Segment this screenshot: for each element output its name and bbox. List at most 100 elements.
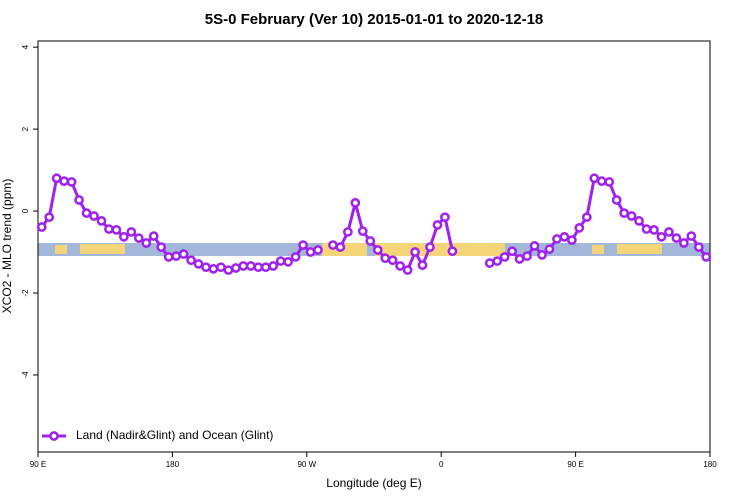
data-point — [432, 220, 443, 230]
data-point — [596, 176, 607, 186]
data-point — [372, 245, 383, 255]
y-tick-label: 0 — [21, 208, 30, 213]
x-tick-label: 0 — [439, 460, 444, 469]
data-point — [507, 246, 517, 257]
land-patch — [80, 244, 125, 254]
data-point — [89, 211, 99, 221]
data-point — [223, 265, 234, 275]
data-point — [604, 177, 615, 187]
data-point — [514, 254, 525, 264]
legend-marker — [49, 431, 59, 441]
data-point — [335, 242, 346, 252]
data-point — [357, 226, 368, 236]
data-point — [119, 232, 129, 242]
data-point — [641, 224, 652, 234]
land-patch — [55, 245, 67, 254]
data-point — [193, 259, 204, 269]
data-point — [395, 261, 405, 271]
data-point — [679, 238, 689, 248]
data-point — [298, 240, 308, 250]
data-point — [283, 257, 293, 267]
legend-label: Land (Nadir&Glint) and Ocean (Glint) — [76, 428, 273, 442]
data-point — [208, 263, 219, 274]
x-tick-label: 180 — [703, 460, 717, 469]
data-point — [671, 233, 682, 243]
data-point — [343, 227, 353, 237]
data-point — [611, 195, 622, 205]
data-point — [231, 263, 241, 273]
data-point — [51, 173, 62, 184]
data-point — [417, 260, 428, 270]
y-tick-label: -2 — [21, 289, 30, 297]
data-point — [156, 242, 167, 252]
data-point — [96, 216, 107, 226]
land-patch — [375, 243, 505, 256]
land-patch — [617, 244, 662, 254]
data-point — [328, 240, 338, 250]
x-tick-label: 90 E — [30, 460, 46, 469]
data-point — [260, 262, 271, 273]
x-tick-label: 90 W — [297, 460, 316, 469]
chart-title: 5S-0 February (Ver 10) 2015-01-01 to 202… — [205, 11, 544, 28]
data-point — [275, 256, 286, 266]
data-point — [186, 255, 196, 266]
data-point — [626, 211, 637, 221]
data-point — [686, 231, 697, 241]
data-point — [126, 227, 137, 237]
data-point — [44, 212, 55, 223]
data-point — [81, 208, 92, 218]
data-point — [201, 262, 211, 273]
data-point — [649, 225, 659, 235]
data-point — [216, 262, 226, 273]
data-point — [365, 236, 376, 246]
x-tick-label: 90 E — [567, 460, 583, 469]
data-point — [484, 258, 495, 268]
data-point — [245, 261, 256, 271]
data-point — [141, 238, 152, 248]
data-point — [238, 261, 249, 271]
data-point — [656, 232, 667, 242]
y-tick-label: -4 — [21, 371, 30, 379]
data-point — [74, 195, 84, 205]
data-point — [148, 231, 159, 241]
data-point — [163, 252, 174, 262]
data-point — [305, 247, 316, 257]
data-point — [440, 212, 450, 223]
data-point — [253, 262, 264, 273]
data-point — [350, 198, 361, 208]
plot-frame — [37, 40, 711, 453]
data-point — [701, 252, 712, 262]
data-point — [133, 233, 144, 243]
data-point — [387, 255, 398, 266]
y-tick-label: 2 — [21, 126, 30, 131]
data-point — [581, 212, 592, 223]
x-axis-label: Longitude (deg E) — [326, 476, 421, 490]
data-point — [171, 251, 181, 261]
data-point — [380, 253, 391, 264]
data-point — [574, 223, 585, 233]
data-point — [66, 177, 77, 187]
data-point — [619, 208, 629, 218]
data-point — [111, 225, 122, 235]
data-point — [36, 222, 47, 232]
data-point — [104, 224, 114, 234]
data-point — [589, 173, 600, 184]
data-point — [410, 247, 420, 257]
data-point — [693, 242, 704, 252]
data-point — [522, 251, 532, 261]
data-point — [552, 234, 562, 244]
data-point — [290, 252, 301, 262]
data-point — [268, 261, 279, 271]
data-point — [425, 242, 435, 252]
data-point — [537, 250, 547, 260]
data-point — [313, 245, 323, 255]
data-point — [567, 235, 577, 245]
data-point — [178, 249, 189, 259]
data-point — [664, 227, 674, 237]
data-point — [499, 252, 510, 262]
data-point — [559, 232, 570, 242]
land-patch — [592, 245, 604, 254]
data-point — [634, 216, 644, 226]
data-point — [529, 241, 540, 251]
